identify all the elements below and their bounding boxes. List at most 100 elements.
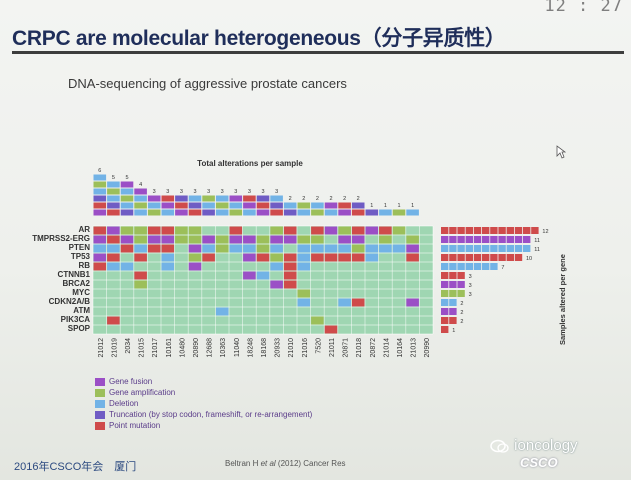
right-bar-segment bbox=[523, 227, 531, 234]
legend-swatch bbox=[95, 421, 105, 430]
top-bar-segment bbox=[134, 202, 147, 209]
top-bar-value: 1 bbox=[411, 203, 414, 209]
heatmap-cell bbox=[188, 244, 202, 253]
top-bar-segment bbox=[147, 209, 161, 216]
top-bar-value: 2 bbox=[357, 196, 360, 202]
right-bar-segment bbox=[465, 236, 473, 243]
legend-label: Gene fusion bbox=[109, 377, 153, 386]
heatmap-cell bbox=[324, 325, 338, 334]
heatmap-cell bbox=[229, 244, 243, 253]
top-bar-segment bbox=[297, 202, 311, 209]
top-bar-value: 3 bbox=[248, 189, 251, 195]
right-bar-segment bbox=[449, 236, 457, 243]
legend-swatch bbox=[95, 388, 105, 397]
top-bar-segment bbox=[270, 195, 283, 202]
gene-label: SPOP bbox=[67, 324, 90, 333]
top-bar-segment bbox=[175, 195, 188, 202]
legend-item: Truncation (by stop codon, frameshift, o… bbox=[95, 409, 312, 420]
heatmap-cell bbox=[283, 271, 297, 280]
heatmap-cell bbox=[379, 235, 392, 244]
heatmap-cell bbox=[283, 235, 297, 244]
right-bar-value: 11 bbox=[534, 238, 540, 244]
heatmap-cell bbox=[188, 235, 202, 244]
top-bar-segment bbox=[188, 209, 202, 216]
heatmap-cell bbox=[351, 235, 365, 244]
heatmap-cell bbox=[379, 226, 392, 235]
heatmap-cell bbox=[392, 244, 406, 253]
right-bar-segment bbox=[457, 245, 465, 252]
top-bar-segment bbox=[107, 195, 120, 202]
heatmap-cell bbox=[161, 226, 175, 235]
right-bar-value: 3 bbox=[469, 292, 472, 298]
title-underline bbox=[12, 51, 624, 54]
top-bar-segment bbox=[93, 195, 107, 202]
heatmap-cell bbox=[120, 226, 134, 235]
top-bar-segment bbox=[338, 209, 351, 216]
wechat-icon bbox=[490, 439, 509, 453]
top-bar-value: 5 bbox=[125, 175, 128, 181]
top-bar-value: 6 bbox=[98, 168, 101, 174]
gene-label: PTEN bbox=[68, 243, 90, 252]
top-bar-segment bbox=[351, 202, 365, 209]
right-bar-segment bbox=[482, 245, 490, 252]
top-bar-segment bbox=[107, 209, 120, 216]
right-bar-value: 10 bbox=[526, 256, 532, 262]
heatmap-cell bbox=[93, 262, 107, 271]
heatmap-cell bbox=[297, 298, 311, 307]
top-bar-segment bbox=[120, 188, 134, 195]
heatmap-grid bbox=[92, 225, 434, 335]
top-bar-segment bbox=[243, 209, 256, 216]
top-bar-segment bbox=[161, 209, 175, 216]
right-bar-segment bbox=[441, 263, 449, 270]
sample-label: 20871 bbox=[343, 338, 350, 358]
heatmap-cell bbox=[392, 226, 406, 235]
top-bar-labels: 6 5 5 4 3 3 3 3 3 3 3 3 3 3 2 2 2 2 2 2 1 1 1 1 bbox=[98, 168, 414, 209]
heatmap-cell bbox=[297, 253, 311, 262]
right-bar-segment bbox=[523, 245, 531, 252]
sample-label: 18168 bbox=[261, 338, 268, 358]
slide-subtitle: DNA-sequencing of aggressive prostate ca… bbox=[68, 76, 347, 91]
right-bar-segment bbox=[506, 227, 514, 234]
mouse-cursor-icon bbox=[556, 145, 566, 159]
figure-top-title: Total alterations per sample bbox=[197, 159, 303, 168]
right-bar-segment bbox=[441, 290, 449, 297]
heatmap-cell bbox=[107, 253, 120, 262]
heatmap-cell bbox=[243, 253, 256, 262]
sample-label: 21013 bbox=[411, 338, 418, 358]
citation: Beltran H et al (2012) Cancer Res bbox=[225, 459, 346, 468]
right-bar-segment bbox=[449, 308, 457, 315]
top-bar-segment bbox=[229, 202, 243, 209]
legend-swatch bbox=[95, 410, 105, 419]
top-bar-value: 2 bbox=[316, 196, 319, 202]
heatmap-cell bbox=[93, 244, 107, 253]
top-bar-value: 3 bbox=[221, 189, 224, 195]
sample-label: 20872 bbox=[370, 338, 377, 358]
right-bar-segment bbox=[449, 245, 457, 252]
heatmap-cell bbox=[134, 280, 147, 289]
heatmap-cell bbox=[161, 253, 175, 262]
top-bar-segment bbox=[256, 202, 270, 209]
right-bar-segment bbox=[490, 254, 498, 261]
top-bar-segment bbox=[120, 209, 134, 216]
heatmap-cell bbox=[338, 253, 351, 262]
heatmap-cell bbox=[202, 235, 215, 244]
heatmap-cell bbox=[243, 271, 256, 280]
heatmap-cell bbox=[161, 262, 175, 271]
right-bar-segment bbox=[457, 281, 465, 288]
top-bar-value: 1 bbox=[384, 203, 387, 209]
right-bar-segment bbox=[506, 236, 514, 243]
heatmap-cell bbox=[215, 235, 229, 244]
right-bar-value: 2 bbox=[460, 310, 463, 316]
top-bar-segment bbox=[215, 195, 229, 202]
sample-label: 21016 bbox=[302, 338, 309, 358]
top-bar-value: 2 bbox=[302, 196, 305, 202]
right-bar-value: 2 bbox=[460, 301, 463, 307]
legend-label: Truncation (by stop codon, frameshift, o… bbox=[109, 410, 313, 419]
right-bar-segment bbox=[449, 299, 457, 306]
right-bar-segment bbox=[441, 272, 449, 279]
top-bar-segment bbox=[147, 202, 161, 209]
watermark-text: ioncology bbox=[514, 437, 578, 454]
heatmap-cell bbox=[147, 244, 161, 253]
top-bar-segment bbox=[392, 209, 406, 216]
